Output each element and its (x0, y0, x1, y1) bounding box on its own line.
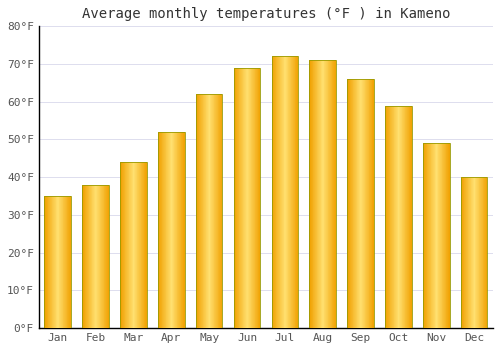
Bar (234, 68, 260, 328)
Bar (461, 177, 487, 328)
Bar (120, 162, 146, 328)
Bar (385, 106, 411, 328)
Title: Average monthly temperatures (°F ) in Kameno: Average monthly temperatures (°F ) in Ka… (82, 7, 450, 21)
Bar (272, 56, 298, 328)
Bar (423, 143, 450, 328)
Bar (158, 132, 184, 328)
Bar (82, 185, 109, 328)
Bar (44, 196, 71, 328)
Bar (310, 60, 336, 328)
Bar (196, 94, 222, 328)
Bar (348, 79, 374, 328)
